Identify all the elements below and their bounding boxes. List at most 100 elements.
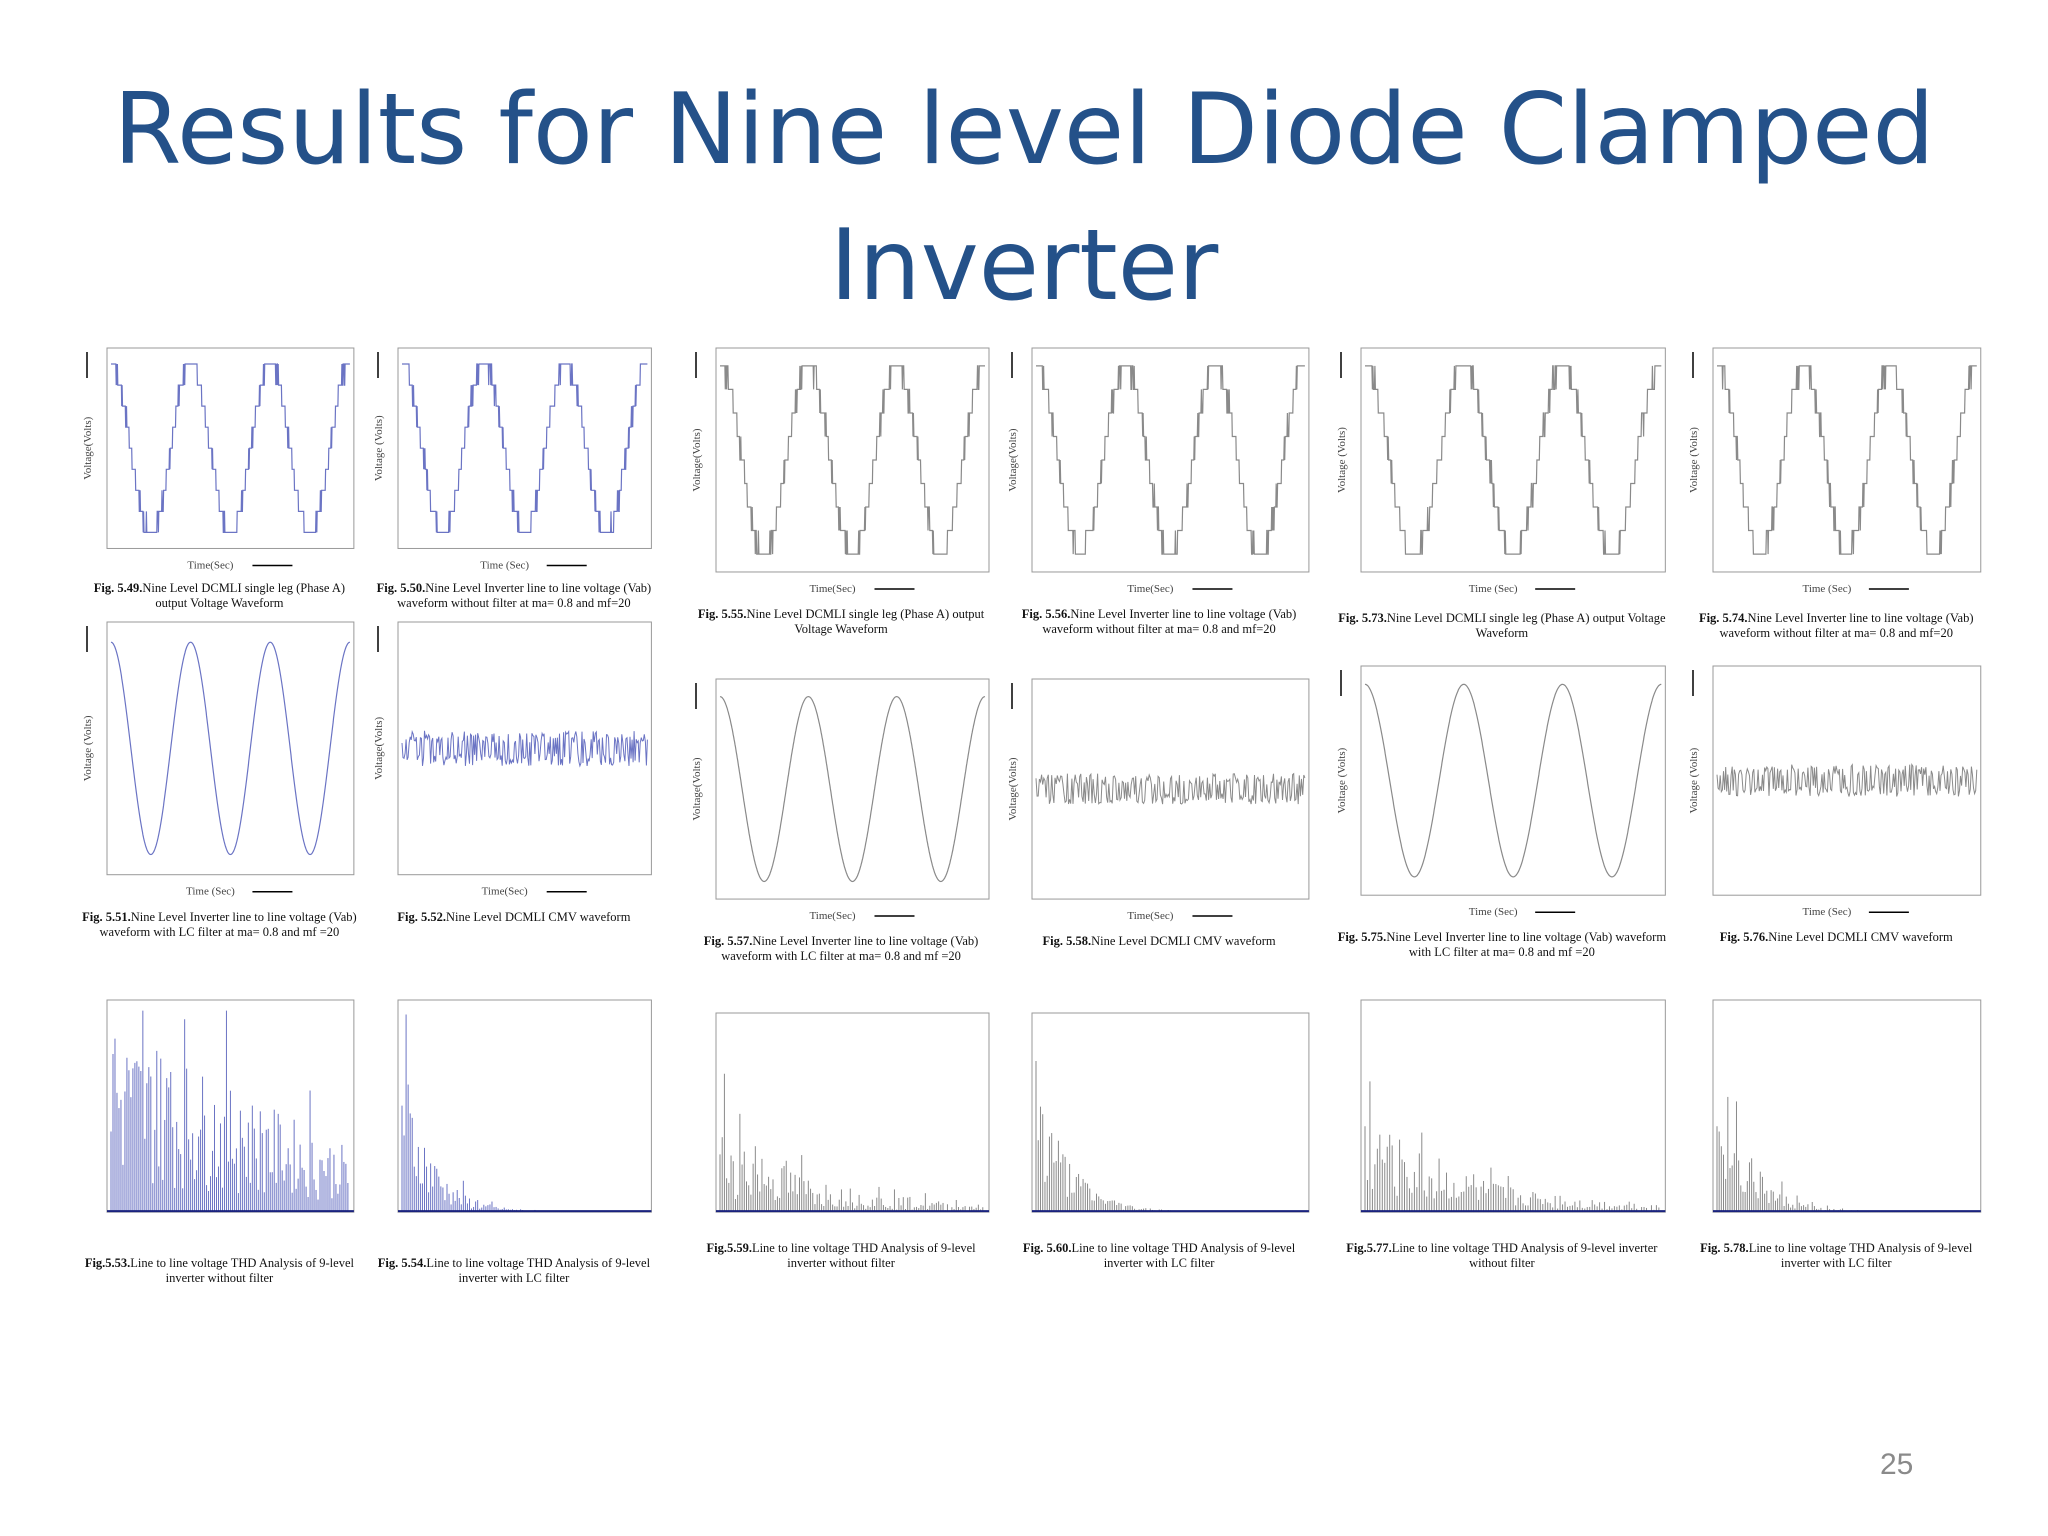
plot-frame [397, 999, 653, 1213]
slide-title: Results for Nine level Diode Clamped Inv… [113, 73, 1935, 323]
y-axis-label: Voltage(Volts) [1007, 428, 1019, 491]
plot-frame [106, 999, 355, 1213]
figure-label: Fig. 5.78. [1700, 1240, 1749, 1255]
figure-label: Fig.5.77. [1346, 1240, 1392, 1255]
figure-caption: Fig. 5.51.Nine Level Inverter line to li… [81, 910, 358, 940]
page-number: 25 [1880, 1448, 1914, 1481]
figure [1006, 999, 1313, 1239]
caption-text: Nine Level DCMLI CMV waveform [1091, 933, 1276, 948]
caption-text: Line to line voltage THD Analysis of 9-l… [751, 1240, 976, 1270]
waveform [719, 365, 985, 555]
figure: Voltage (Volts) Time (Sec) [1687, 660, 1985, 926]
figure: Voltage (Volts) Time (Sec) [81, 616, 358, 906]
plot-frame [106, 621, 355, 876]
figure-label: Fig. 5.76. [1719, 929, 1769, 944]
x-axis-label: Time (Sec) [1468, 583, 1517, 595]
plot-frame [1360, 999, 1666, 1213]
figure-plot [106, 999, 355, 1213]
figure-plot: Voltage (Volts) Time (Sec) [373, 347, 653, 572]
y-axis-label: Voltage(Volts) [691, 757, 703, 820]
figure-plot: Voltage(Volts) Time(Sec) [691, 678, 990, 922]
figure: Voltage (Volts) Time (Sec) [1335, 342, 1669, 603]
x-axis-label: Time (Sec) [481, 560, 530, 572]
caption-text: Nine Level Inverter line to line voltage… [721, 933, 979, 963]
figure-caption: Fig.5.77.Line to line voltage THD Analys… [1335, 1241, 1669, 1271]
plot-frame [1031, 1012, 1310, 1213]
waveform [402, 363, 648, 534]
figure [1687, 986, 1985, 1239]
x-axis-label: Time(Sec) [809, 583, 855, 595]
waveform [1716, 762, 1978, 797]
plot-frame [397, 347, 653, 550]
figure-plot [1712, 999, 1982, 1213]
caption-text: Nine Level DCMLI single leg (Phase A) ou… [746, 607, 985, 637]
figure-label: Fig.5.59. [706, 1240, 752, 1255]
figure-caption: Fig. 5.55.Nine Level DCMLI single leg (P… [690, 607, 993, 637]
waveform [110, 642, 351, 856]
figure-caption: Fig. 5.75.Nine Level Inverter line to li… [1335, 930, 1669, 960]
figure-plot: Voltage (Volts) Time (Sec) [1336, 665, 1666, 918]
waveform [401, 730, 649, 769]
waveform [110, 363, 350, 534]
y-axis-label: Voltage(Volts) [373, 717, 385, 780]
figure-plot: Voltage(Volts) Time(Sec) [1007, 347, 1310, 595]
caption-text: Nine Level Inverter line to line voltage… [1386, 929, 1667, 959]
y-axis-label: Voltage(Volts) [691, 428, 703, 491]
figure-label: Fig. 5.74. [1698, 611, 1748, 626]
plot-frame [715, 678, 990, 900]
y-axis-label: Voltage (Volts) [1336, 427, 1348, 493]
figure-label: Fig. 5.57. [703, 933, 753, 948]
figure-label: Fig. 5.52. [397, 910, 446, 925]
figure-plot: Voltage(Volts) Time(Sec) [373, 621, 653, 898]
figure-caption: Fig. 5.78.Line to line voltage THD Analy… [1687, 1241, 1985, 1271]
waveform [1035, 365, 1305, 555]
caption-text: Line to line voltage THD Analysis of 9-l… [426, 1256, 651, 1286]
plot-frame [1031, 347, 1310, 573]
figure [690, 999, 993, 1239]
y-axis-label: Voltage(Volts) [1007, 757, 1019, 820]
caption-text: Nine Level DCMLI CMV waveform [1768, 929, 1953, 944]
figure: Voltage(Volts) Time(Sec) [690, 673, 993, 930]
x-axis-label: Time(Sec) [482, 886, 528, 898]
waveform [719, 695, 985, 882]
plot-frame [1712, 665, 1982, 896]
figure-caption: Fig. 5.74.Nine Level Inverter line to li… [1687, 611, 1985, 641]
y-axis-label: Voltage (Volts) [1688, 427, 1700, 493]
y-axis-label: Voltage (Volts) [1336, 747, 1348, 813]
figure-caption: Fig. 5.56.Nine Level Inverter line to li… [1006, 607, 1313, 637]
figure: Voltage(Volts) Time(Sec) [690, 342, 993, 603]
caption-text: Line to line voltage THD Analysis of 9-l… [1071, 1240, 1296, 1270]
figure-label: Fig. 5.60. [1022, 1240, 1072, 1255]
figure-plot: Voltage (Volts) Time (Sec) [1336, 347, 1666, 595]
x-axis-label: Time (Sec) [1803, 583, 1852, 595]
caption-text: Line to line voltage THD Analysis of 9-l… [1391, 1240, 1658, 1270]
figure-caption: Fig. 5.60.Line to line voltage THD Analy… [1006, 1241, 1313, 1271]
figure: Voltage (Volts) Time (Sec) [1687, 342, 1985, 603]
figure-label: Fig. 5.56. [1021, 607, 1071, 622]
plot-frame [1712, 999, 1982, 1213]
figure: Voltage (Volts) Time (Sec) [1335, 660, 1669, 926]
figure-plot [1360, 999, 1666, 1213]
figure-plot [1031, 1012, 1310, 1213]
figure-label: Fig. 5.73. [1338, 611, 1387, 626]
plot-frame [1712, 347, 1982, 573]
caption-text: Nine Level Inverter line to line voltage… [397, 581, 652, 611]
figure-plot: Voltage (Volts) Time (Sec) [82, 621, 355, 898]
figure-caption: Fig. 5.76.Nine Level DCMLI CMV waveform [1687, 930, 1985, 945]
figure-plot [715, 1012, 990, 1213]
figure-caption: Fig. 5.73.Nine Level DCMLI single leg (P… [1335, 611, 1669, 641]
figure-caption: Fig. 5.57.Nine Level Inverter line to li… [690, 934, 993, 964]
figure-caption: Fig. 5.52.Nine Level DCMLI CMV waveform [372, 910, 655, 925]
figure-caption: Fig. 5.50.Nine Level Inverter line to li… [372, 581, 655, 611]
figure-plot: Voltage(Volts) Time(Sec) [691, 347, 990, 595]
figure: Voltage(Volts) Time(Sec) [1006, 673, 1313, 930]
x-axis-label: Time (Sec) [1803, 906, 1852, 918]
y-axis-label: Voltage (Volts) [1688, 747, 1700, 813]
waveform [1717, 365, 1978, 555]
figure: Voltage(Volts) Time(Sec) [81, 342, 358, 579]
caption-text: Nine Level DCMLI CMV waveform [445, 910, 631, 925]
x-axis-label: Time (Sec) [1468, 906, 1517, 918]
figure-caption: Fig.5.53.Line to line voltage THD Analys… [81, 1256, 358, 1286]
plot-frame [397, 621, 653, 876]
y-axis-label: Voltage (Volts) [373, 415, 385, 481]
